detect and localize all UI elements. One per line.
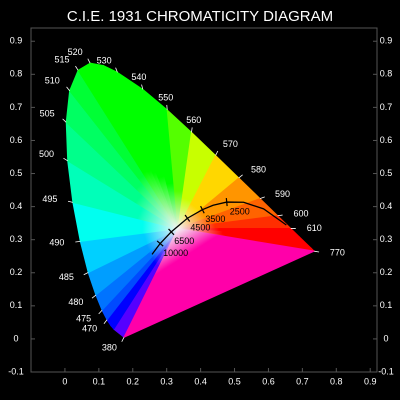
chart-title: C.I.E. 1931 CHROMATICITY DIAGRAM [67,8,333,25]
wavelength-tick [83,272,89,276]
gamut-segment [123,228,315,338]
y-tick-label-right: 0.8 [380,69,393,79]
wavelength-label: 510 [45,76,60,86]
wavelength-tick [75,65,79,71]
y-tick-label: -0.1 [8,366,24,376]
wavelength-tick [67,200,73,203]
y-tick-label-right: -0.1 [378,366,394,376]
wavelength-tick [191,127,193,133]
wavelength-tick [121,337,125,342]
y-tick-label: 0 [13,333,18,343]
y-tick-label: 0.2 [10,267,23,277]
wavelength-tick [66,86,70,92]
isotherm-tick [168,228,175,236]
wavelength-label: 530 [97,56,112,66]
planckian-locus [151,201,287,255]
wavelength-tick [277,214,283,217]
wavelength-label: 470 [82,324,97,334]
x-tick-label: 0.9 [364,376,377,386]
wavelength-label: 495 [42,194,57,204]
temperature-label: 2500 [230,206,250,216]
wavelength-tick [98,309,103,315]
wavelength-tick [314,250,320,253]
y-tick-label-right: 0.7 [380,102,393,112]
y-tick-label: 0.7 [10,102,23,112]
y-tick-label: 0.6 [10,135,23,145]
wavelength-tick [141,84,144,90]
wavelength-label: 520 [68,47,83,57]
wavelength-tick [63,157,68,162]
y-tick-label: 0.4 [10,201,23,211]
wavelength-label: 570 [223,139,238,149]
wavelength-label: 480 [68,297,83,307]
y-tick-label-right: 0.2 [380,267,393,277]
wavelength-tick [238,174,243,179]
wavelength-label: 490 [49,237,64,247]
y-tick-label-right: 0.5 [380,168,393,178]
x-tick-label: 0.7 [296,376,309,386]
wavelength-label: 550 [158,92,173,102]
wavelength-tick [87,58,91,64]
wavelength-label: 560 [186,115,201,125]
x-tick-label: 0.5 [228,376,241,386]
wavelength-tick [91,294,97,299]
x-tick-label: 0.4 [194,376,207,386]
isotherm-tick [225,198,228,207]
wavelength-label: 515 [55,55,70,65]
wavelength-tick [215,150,219,156]
y-tick-label: 0.8 [10,69,23,79]
y-tick-label: 0.9 [10,36,23,46]
wavelength-label: 770 [330,248,345,258]
wavelength-tick [103,319,108,324]
x-tick-label: 0.1 [93,376,106,386]
wavelength-label: 500 [39,149,54,159]
y-tick-label: 0.5 [10,168,23,178]
isotherm-tick [156,240,164,247]
isotherm-tick [200,205,205,214]
y-tick-label-right: 0 [383,333,388,343]
wavelength-label: 505 [40,108,55,118]
wavelength-tick [75,240,81,243]
wavelength-label: 590 [275,189,290,199]
wavelength-label: 610 [307,223,322,233]
y-tick-label-right: 0.4 [380,201,393,211]
x-tick-label: 0.3 [160,376,173,386]
y-tick-label: 0.3 [10,234,23,244]
y-tick-label: 0.1 [10,300,23,310]
wavelength-label: 540 [131,72,146,82]
x-tick-label: 0.8 [330,376,343,386]
isotherm-tick [184,214,191,222]
temperature-label: 6500 [174,236,194,246]
wavelength-tick [62,118,67,123]
gamut [65,62,315,338]
y-tick-label-right: 0.1 [380,300,393,310]
wavelength-tick [115,67,118,73]
temperature-label: 3500 [205,214,225,224]
x-tick-label: 0 [62,376,67,386]
temperature-label: 10000 [163,248,188,258]
y-tick-label-right: 0.9 [380,36,393,46]
y-tick-label-right: 0.6 [380,135,393,145]
plot-frame [30,27,378,373]
x-tick-label: 0.2 [127,376,140,386]
wavelength-label: 580 [251,165,266,175]
temperature-label: 4500 [190,223,210,233]
x-tick-label: 0.6 [262,376,275,386]
wavelength-label: 475 [76,313,91,323]
wavelength-label: 380 [102,342,117,352]
wavelength-tick [259,196,265,199]
wavelength-label: 485 [59,272,74,282]
wavelength-label: 600 [293,209,308,219]
y-tick-label-right: 0.3 [380,234,393,244]
